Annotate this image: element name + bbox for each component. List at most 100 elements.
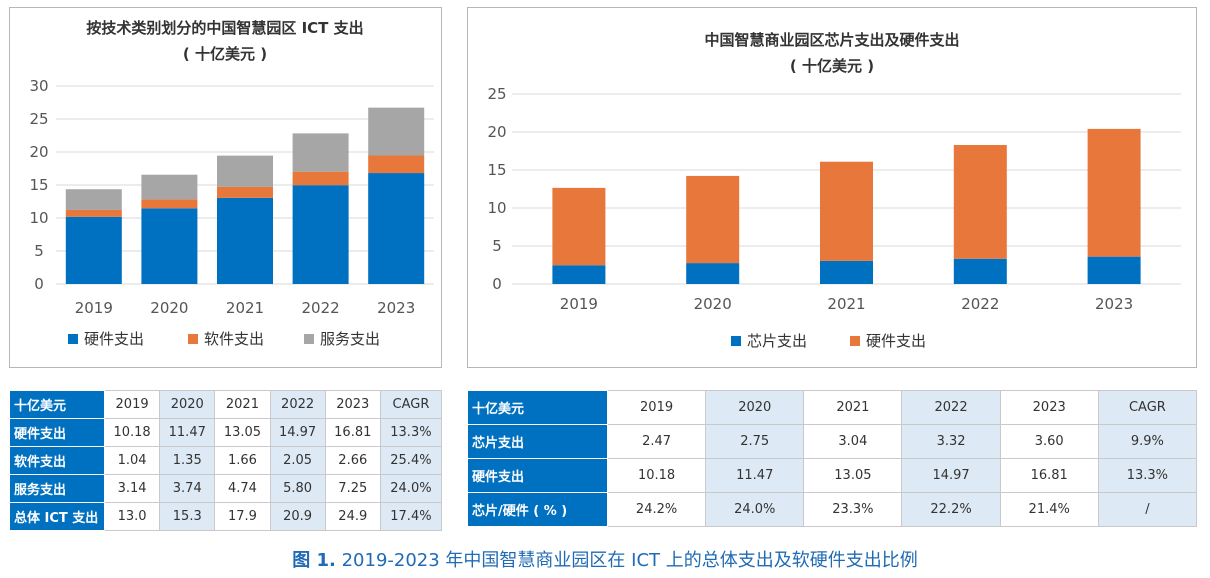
x-tick-label: 2023 (377, 299, 415, 317)
value-cell: 7.25 (324, 474, 381, 503)
right-stacked-bar-chart: 中国智慧商业园区芯片支出及硬件支出 ( 十亿美元 ) 0 5 10 15 20 25 2019 2… (487, 31, 1181, 350)
bar-right-s0-2021 (820, 260, 873, 284)
row-label-cell: 硬件支出 (9, 418, 105, 447)
value-cell: 15.3 (159, 502, 216, 531)
column-header-cell: 2023 (324, 390, 381, 419)
value-cell: 2.75 (705, 424, 805, 459)
legend-label: 软件支出 (204, 330, 264, 348)
chart-title: 中国智慧商业园区芯片支出及硬件支出 (704, 31, 959, 49)
bar-right-s1-2021 (820, 161, 873, 261)
figure-label: 图 1. (292, 550, 336, 571)
value-cell: 3.60 (999, 424, 1099, 459)
row-label-cell: 软件支出 (9, 446, 105, 475)
row-label-cell: 十亿美元 (9, 390, 105, 419)
x-tick-label: 2021 (827, 295, 865, 313)
value-cell: 17.9 (214, 502, 271, 531)
bar-right-s1-2023 (1087, 128, 1141, 257)
chart-subtitle: ( 十亿美元 ) (183, 45, 267, 63)
value-cell: 22.2% (901, 492, 1001, 527)
column-header-cell: 2019 (606, 390, 707, 425)
value-cell: 13.05 (214, 418, 271, 447)
bar-left-s0-2020 (141, 208, 198, 284)
value-cell: 23.3% (803, 492, 903, 527)
y-tick-label: 0 (34, 275, 44, 293)
row-label-cell: 芯片支出 (467, 424, 608, 459)
value-cell: 24.9 (324, 502, 381, 531)
value-cell: 14.97 (901, 458, 1001, 493)
figure-caption: 图 1. 2019-2023 年中国智慧商业园区在 ICT 上的总体支出及软硬件… (0, 546, 1210, 572)
column-header-cell: CAGR (1097, 390, 1198, 425)
bar-right-s0-2020 (686, 263, 740, 284)
y-tick-label: 10 (487, 199, 506, 217)
legend-label: 硬件支出 (84, 330, 144, 348)
value-cell: 24.0% (705, 492, 805, 527)
value-cell: 10.18 (606, 458, 707, 493)
value-cell: 10.18 (103, 418, 161, 447)
value-cell: 16.81 (999, 458, 1099, 493)
y-tick-label: 0 (492, 275, 502, 293)
value-cell: 20.9 (269, 502, 326, 531)
value-cell: 3.74 (159, 474, 216, 503)
row-label-cell: 十亿美元 (467, 390, 608, 425)
table-header-row: 十亿美元 2019 2020 2021 2022 2023 CAGR (467, 390, 1198, 425)
bar-left-s0-2022 (292, 185, 349, 284)
value-cell: 1.04 (103, 446, 161, 475)
value-cell: 13.3% (1097, 458, 1198, 493)
value-cell: 1.35 (159, 446, 216, 475)
value-cell: / (1097, 492, 1198, 527)
column-header-cell: 2020 (159, 390, 216, 419)
value-cell: 11.47 (159, 418, 216, 447)
chart-subtitle: ( 十亿美元 ) (790, 57, 874, 75)
y-tick-label: 5 (34, 242, 44, 260)
value-cell: 3.04 (803, 424, 903, 459)
bar-left-s2-2020 (141, 174, 198, 200)
x-tick-label: 2020 (150, 299, 188, 317)
bar-left-s1-2022 (292, 171, 349, 186)
table-row: 芯片支出 2.47 2.75 3.04 3.32 3.60 9.9% (467, 424, 1198, 459)
value-cell: 13.3% (379, 418, 443, 447)
bar-left-s1-2019 (65, 209, 122, 217)
table-row: 总体 ICT 支出 13.0 15.3 17.9 20.9 24.9 17.4% (9, 502, 443, 531)
left-stacked-bar-chart: 按技术类别划分的中国智慧园区 ICT 支出 ( 十亿美元 ) 0 5 10 15 20 25 3… (29, 19, 434, 348)
x-tick-label: 2021 (226, 299, 264, 317)
table-row: 服务支出 3.14 3.74 4.74 5.80 7.25 24.0% (9, 474, 443, 503)
value-cell: 16.81 (324, 418, 381, 447)
bar-left-s2-2023 (368, 107, 425, 156)
table-row: 硬件支出 10.18 11.47 13.05 14.97 16.81 13.3% (9, 418, 443, 447)
value-cell: 9.9% (1097, 424, 1198, 459)
column-header-cell: 2021 (803, 390, 903, 425)
right-data-table: 十亿美元 2019 2020 2021 2022 2023 CAGR 芯片支出 2.47 2.75… (467, 390, 1198, 527)
x-tick-label: 2022 (961, 295, 999, 313)
y-tick-label: 30 (29, 77, 48, 95)
column-header-cell: 2022 (901, 390, 1001, 425)
legend-swatch (188, 334, 198, 344)
row-label-cell: 总体 ICT 支出 (9, 502, 105, 531)
column-header-cell: 2021 (214, 390, 271, 419)
figure-caption-text: 2019-2023 年中国智慧商业园区在 ICT 上的总体支出及软硬件支出比例 (335, 550, 918, 571)
value-cell: 3.32 (901, 424, 1001, 459)
row-label-cell: 服务支出 (9, 474, 105, 503)
value-cell: 2.47 (606, 424, 707, 459)
bar-left-s1-2020 (141, 199, 198, 209)
bar-right-s1-2020 (686, 175, 740, 264)
x-tick-label: 2019 (75, 299, 113, 317)
bar-left-s0-2019 (65, 216, 122, 284)
y-tick-label: 15 (487, 161, 506, 179)
y-tick-label: 15 (29, 176, 48, 194)
bar-left-s0-2023 (368, 173, 425, 284)
x-tick-label: 2020 (694, 295, 732, 313)
legend-label: 服务支出 (320, 330, 380, 348)
value-cell: 11.47 (705, 458, 805, 493)
legend-swatch (68, 334, 78, 344)
column-header-cell: 2022 (269, 390, 326, 419)
row-label-cell: 芯片/硬件 ( % ) (467, 492, 608, 527)
value-cell: 25.4% (379, 446, 443, 475)
column-header-cell: 2019 (103, 390, 161, 419)
y-tick-label: 25 (29, 110, 48, 128)
y-tick-label: 20 (29, 143, 48, 161)
left-data-table: 十亿美元 2019 2020 2021 2022 2023 CAGR 硬件支出 10.18 11.… (9, 390, 443, 531)
value-cell: 4.74 (214, 474, 271, 503)
y-tick-label: 5 (492, 237, 502, 255)
value-cell: 13.05 (803, 458, 903, 493)
legend-swatch (304, 334, 314, 344)
